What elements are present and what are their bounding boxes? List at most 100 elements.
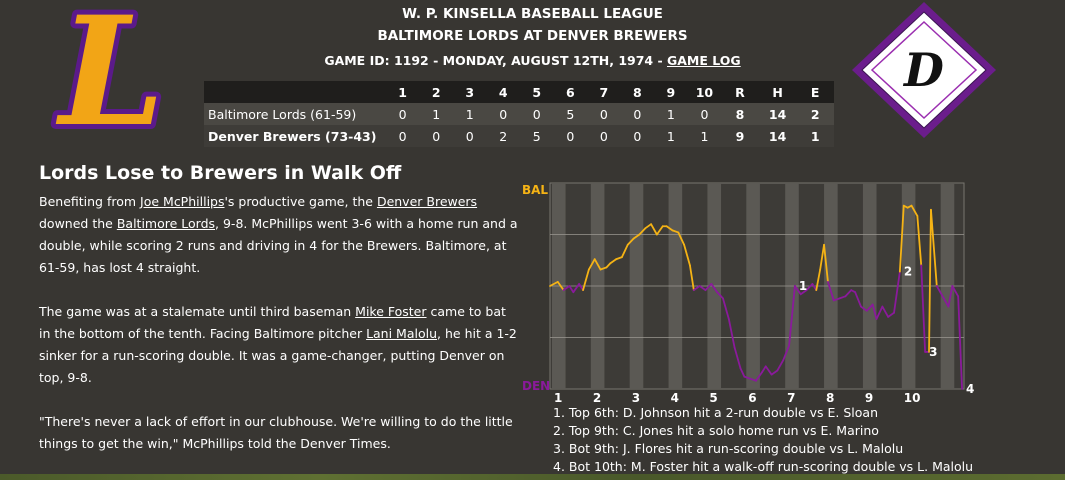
wp-line-segment <box>689 264 695 292</box>
story-text: The game was at a stalemate until third … <box>39 304 356 319</box>
away-logo-letter: L <box>55 0 164 140</box>
player-team-link[interactable]: Joe McPhillips <box>140 194 225 209</box>
home-inning-5: 5 <box>520 125 554 147</box>
linescore-header-e: E <box>796 81 834 103</box>
wp-line-segment <box>881 305 890 318</box>
home-team-name: Denver Brewers (73-43) <box>204 125 386 147</box>
home-inning-3: 0 <box>452 125 487 147</box>
game-info: GAME ID: 1192 - MONDAY, AUGUST 12TH, 197… <box>0 53 1065 68</box>
wp-line-segment <box>805 283 814 292</box>
linescore-header-5: 5 <box>520 81 554 103</box>
chart-x-tick: 6 <box>748 391 756 405</box>
denver-brewers-logo: D <box>852 2 996 138</box>
game-log-link[interactable]: GAME LOG <box>667 53 741 68</box>
home-logo-letter: D <box>902 43 944 97</box>
home-inning-4: 2 <box>486 125 520 147</box>
wp-line-segment <box>898 204 905 273</box>
wp-line-segment <box>556 280 565 292</box>
wp-line-segment <box>916 215 923 267</box>
player-team-link[interactable]: Denver Brewers <box>376 194 478 209</box>
wp-line-segment <box>957 295 963 390</box>
wp-line-segment <box>650 223 658 236</box>
away-inning-9: 1 <box>654 103 688 125</box>
home-inning-10: 1 <box>687 125 722 147</box>
away-inning-5: 0 <box>520 103 554 125</box>
wp-line-segment <box>838 295 847 300</box>
linescore-header-7: 7 <box>587 81 621 103</box>
chart-x-tick: 5 <box>709 391 717 405</box>
away-total-e: 2 <box>796 103 834 125</box>
wp-line-segment <box>568 285 575 294</box>
baltimore-lords-logo: L <box>50 0 169 140</box>
wp-line-segment <box>941 295 950 308</box>
story-text: downed the <box>39 216 117 231</box>
wp-line-segment <box>776 359 785 372</box>
chart-note-1: 1. Top 6th: D. Johnson hit a 2-run doubl… <box>553 405 878 420</box>
linescore-header-3: 3 <box>452 81 487 103</box>
player-team-link[interactable]: Baltimore Lords <box>116 216 216 231</box>
matchup-title: BALTIMORE LORDS AT DENVER BREWERS <box>377 28 688 44</box>
story-text: "There's never a lack of effort in our c… <box>39 414 513 451</box>
away-inning-3: 1 <box>452 103 487 125</box>
wp-line-segment <box>621 243 629 259</box>
wp-line-segment <box>733 346 742 370</box>
wp-line-segment <box>788 285 796 347</box>
story-title: Lords Lose to Brewers in Walk Off <box>39 162 402 184</box>
wp-line-segment <box>722 297 730 320</box>
home-inning-6: 0 <box>553 125 588 147</box>
wp-line-segment <box>844 289 853 298</box>
away-inning-4: 0 <box>486 103 520 125</box>
wp-line-segment <box>578 283 584 292</box>
away-total-h: 14 <box>758 103 797 125</box>
story-text: 's productive game, the <box>224 194 377 209</box>
wp-line-segment <box>739 367 746 378</box>
player-team-link[interactable]: Lani Malolu <box>366 326 438 341</box>
wp-line-segment <box>947 285 954 308</box>
wp-line-segment <box>632 233 641 240</box>
chart-notes: 1. Top 6th: D. Johnson hit a 2-run doubl… <box>553 404 973 476</box>
wp-line-segment <box>710 283 719 294</box>
linescore-header-r: R <box>721 81 759 103</box>
wp-line-segment <box>692 285 701 292</box>
wp-line-segment <box>656 225 664 236</box>
wp-line-segment <box>823 243 829 283</box>
wp-line-segment <box>605 262 612 269</box>
chart-x-tick: 7 <box>787 391 795 405</box>
linescore-header-2: 2 <box>419 81 453 103</box>
wp-line-segment <box>638 227 647 236</box>
wp-line-segment <box>819 243 825 271</box>
wp-line-segment <box>609 258 617 265</box>
player-team-link[interactable]: Mike Foster <box>355 304 427 319</box>
wp-line-segment <box>815 268 822 292</box>
linescore-team-header <box>204 81 386 103</box>
home-inning-7: 0 <box>587 125 621 147</box>
away-inning-6: 5 <box>553 103 588 125</box>
story-paragraph-2: The game was at a stalemate until third … <box>39 301 519 389</box>
linescore-header-4: 4 <box>486 81 520 103</box>
linescore-header-8: 8 <box>620 81 655 103</box>
wp-line-segment <box>760 365 767 374</box>
wp-line-segment <box>665 225 674 232</box>
wp-line-segment <box>854 291 862 308</box>
home-inning-8: 0 <box>620 125 655 147</box>
wp-line-segment <box>799 289 808 296</box>
wp-line-segment <box>910 204 919 217</box>
wp-line-segment <box>764 365 773 376</box>
wp-line-segment <box>677 231 686 246</box>
chart-top-label: BAL <box>522 183 548 197</box>
wp-line-segment <box>626 237 635 246</box>
away-team-name: Baltimore Lords (61-59) <box>204 103 386 125</box>
wp-line-segment <box>951 285 960 298</box>
story-text: , 9-8. McPhillips went 3-6 with a home r… <box>39 216 518 275</box>
chart-annotation-3: 3 <box>929 345 937 359</box>
home-inning-1: 0 <box>385 125 420 147</box>
story-text: Benefiting from <box>39 194 141 209</box>
linescore-home-row: Denver Brewers (73-43) 0 0 0 2 5 0 0 0 1 1 9 14 1 <box>204 125 834 147</box>
wp-line-segment <box>587 258 596 271</box>
away-inning-2: 1 <box>419 103 453 125</box>
wp-line-segment <box>755 371 763 382</box>
wp-line-segment <box>727 318 736 349</box>
wp-line-segment <box>794 285 802 296</box>
linescore-header-h: H <box>758 81 797 103</box>
ground-strip <box>0 474 1065 480</box>
